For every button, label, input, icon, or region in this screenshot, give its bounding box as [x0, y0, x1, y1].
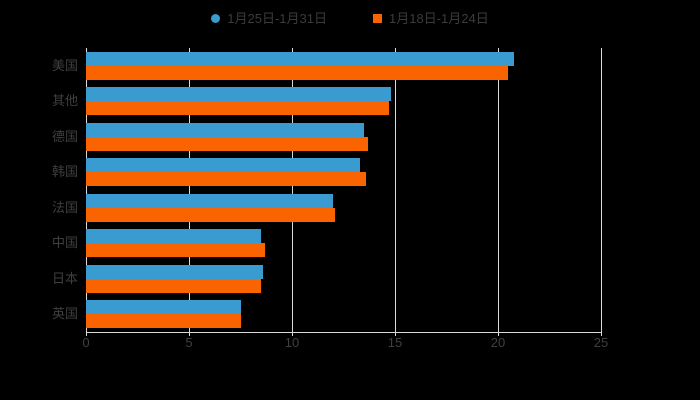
x-axis-line: [86, 332, 601, 333]
legend-marker-circle-icon: [211, 13, 221, 23]
x-axis-tick-25: 25: [593, 335, 609, 350]
gridline-x-25: [601, 48, 602, 332]
bar[interactable]: [86, 158, 360, 173]
bar[interactable]: [86, 300, 241, 315]
x-axis-tick-labels: 0 5 10 15 20 25: [82, 331, 608, 356]
y-axis-label-2: 德国: [51, 128, 78, 144]
x-axis-tick-mark-15: [395, 331, 396, 336]
bar-group: [86, 229, 601, 258]
bar-group: [86, 193, 601, 222]
bar[interactable]: [86, 65, 509, 80]
legend-label-series-1: 1月25日-1月31日: [227, 10, 327, 26]
x-axis-tick-0: 0: [82, 335, 90, 350]
x-axis-tick-mark-10: [292, 331, 293, 336]
y-axis-label-0: 美国: [51, 57, 78, 73]
bar[interactable]: [86, 314, 241, 329]
bar[interactable]: [86, 122, 365, 137]
gridline-x-15: [395, 48, 396, 332]
x-axis-tick-mark-5: [189, 331, 190, 336]
bar[interactable]: [86, 207, 336, 222]
y-axis-label-5: 中国: [51, 235, 78, 251]
y-axis-label-3: 韩国: [51, 164, 78, 180]
plot-area: [86, 48, 602, 333]
bar-group: [86, 122, 601, 151]
legend-item-series-1[interactable]: 1月25日-1月31日: [211, 12, 327, 25]
x-axis-tick-10: 10: [284, 335, 300, 350]
y-axis-label-6: 日本: [51, 270, 78, 286]
bar[interactable]: [86, 278, 262, 293]
bar-group: [86, 264, 601, 293]
x-axis-tick-5: 5: [185, 335, 193, 350]
legend-marker-square-icon: [373, 13, 382, 23]
bar[interactable]: [86, 172, 367, 187]
bar[interactable]: [86, 101, 389, 116]
x-axis-tick-mark-20: [498, 331, 499, 336]
gridline-x-20: [498, 48, 499, 332]
legend-label-series-2: 1月18日-1月24日: [389, 10, 489, 26]
bar[interactable]: [86, 51, 515, 66]
y-axis-label-7: 英国: [51, 306, 78, 322]
gridline-x-5: [189, 48, 190, 332]
y-axis-line: [86, 48, 87, 332]
chart-legend: 1月25日-1月31日 1月18日-1月24日: [0, 6, 700, 30]
x-axis-tick-20: 20: [490, 335, 506, 350]
bar-group: [86, 158, 601, 187]
x-axis-tick-mark-25: [601, 331, 602, 336]
x-axis-tick-15: 15: [387, 335, 403, 350]
bar[interactable]: [86, 229, 262, 244]
bar[interactable]: [86, 264, 264, 279]
y-axis-label-1: 其他: [51, 93, 78, 109]
gridline-x-10: [292, 48, 293, 332]
x-axis-tick-mark-0: [86, 331, 87, 336]
bar-group: [86, 87, 601, 116]
bar[interactable]: [86, 136, 369, 151]
bar[interactable]: [86, 87, 391, 102]
y-axis-label-4: 法国: [51, 199, 78, 215]
bar[interactable]: [86, 243, 266, 258]
bar[interactable]: [86, 193, 334, 208]
legend-item-series-2[interactable]: 1月18日-1月24日: [373, 12, 489, 25]
bar-group: [86, 300, 601, 329]
bar-group: [86, 51, 601, 80]
